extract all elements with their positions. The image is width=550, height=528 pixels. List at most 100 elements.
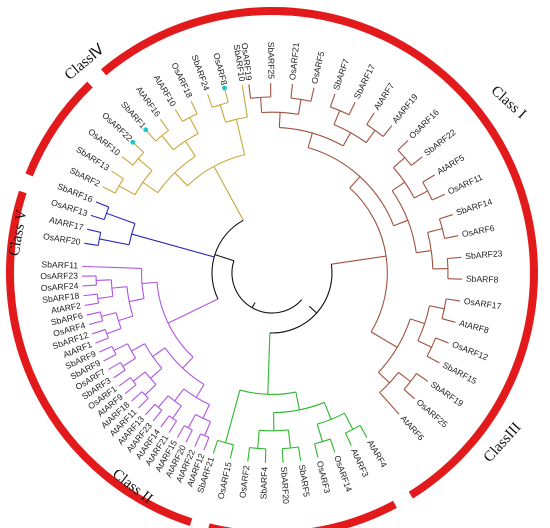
branch-arc	[155, 130, 169, 142]
leaf-label-sbarf18: SbARF18	[42, 291, 80, 305]
leaf-marker	[143, 127, 149, 133]
leaf-markers	[130, 85, 227, 145]
leaf-label-osarf16: OsARF16	[407, 107, 441, 141]
branch-ray	[290, 84, 294, 99]
branch-ray	[213, 166, 244, 221]
branch-ray	[403, 388, 415, 400]
branch-ray	[101, 312, 117, 317]
leaf-label-sbarf2: SbARF2	[68, 165, 102, 189]
branch-ray	[83, 293, 98, 297]
branch-ray	[257, 430, 260, 449]
branch-ray	[131, 233, 215, 258]
branch-arc	[119, 362, 126, 371]
branch-ray	[429, 305, 445, 310]
leaf-label-osarf5: OsARF5	[309, 50, 326, 85]
clade-classiii	[212, 332, 368, 463]
leaf-label-osarf14: OsARF14	[332, 454, 354, 493]
branch-ray	[132, 371, 146, 382]
branch-ray	[366, 112, 375, 125]
branch-ray	[348, 101, 356, 115]
branch-ray	[308, 305, 318, 314]
branch-ray	[202, 404, 210, 419]
branch-arc	[141, 391, 149, 399]
branch-ray	[349, 176, 361, 189]
branch-ray	[393, 157, 406, 168]
branch-ray	[160, 415, 170, 428]
branch-ray	[379, 392, 400, 415]
branch-ray	[416, 250, 432, 254]
clade-class-ii	[82, 265, 219, 451]
leaf-label-atarf19: AtARF19	[390, 92, 420, 126]
branch-ray	[122, 357, 136, 367]
branch-ray	[159, 118, 169, 131]
branch-ray	[378, 372, 390, 384]
leaf-label-osarf23: OsARF23	[40, 271, 78, 282]
branch-arc	[426, 337, 437, 357]
branch-arc	[217, 439, 234, 446]
branch-ray	[370, 331, 398, 348]
tree-branches	[82, 83, 462, 463]
branch-arc	[187, 154, 245, 187]
leaf-label-osarf6: OsARF6	[461, 223, 495, 239]
branch-ray	[248, 84, 252, 99]
branch-ray	[414, 190, 428, 199]
branch-arc	[114, 178, 124, 194]
branch-arc	[144, 343, 163, 369]
branch-ray	[219, 104, 227, 123]
leaf-label-atarf3: AtARF3	[349, 447, 371, 479]
branch-ray	[190, 100, 198, 114]
leaf-marker	[130, 139, 136, 145]
branch-ray	[287, 429, 291, 449]
branch-ray	[427, 228, 443, 233]
branch-ray	[118, 315, 134, 322]
branch-ray	[410, 156, 423, 166]
branch-arc	[182, 113, 198, 122]
branch-ray	[106, 327, 122, 335]
branch-ray	[103, 354, 117, 362]
branch-ray	[131, 343, 145, 352]
branch-ray	[297, 99, 302, 115]
class-label-v: Class V	[7, 208, 31, 257]
leaf-label-sbarf25: SbARF25	[266, 42, 276, 80]
branch-ray	[214, 254, 235, 262]
branch-arc	[96, 294, 100, 304]
branch-ray	[207, 94, 213, 108]
branch-ray	[444, 235, 459, 239]
leaf-label-sbarf24: SbARF24	[190, 53, 212, 92]
class-ring	[6, 7, 538, 528]
branch-ray	[224, 389, 241, 443]
branch-ray	[97, 295, 113, 300]
branch-ray	[95, 337, 109, 344]
branch-ray	[96, 279, 112, 282]
branch-arc	[212, 101, 229, 108]
branch-ray	[416, 373, 429, 382]
branch-ray	[90, 214, 105, 221]
branch-ray	[189, 117, 199, 134]
branch-ray	[82, 265, 142, 269]
branch-ray	[323, 402, 332, 420]
branch-ray	[391, 181, 406, 192]
leaf-label-sbarf22: SbARF22	[422, 127, 458, 158]
branch-ray	[307, 132, 313, 148]
leaf-label-osarf15: OsARF15	[216, 461, 234, 500]
branch-ray	[118, 377, 131, 387]
branch-ray	[446, 298, 461, 302]
branch-ray	[342, 132, 352, 147]
branch-ray	[99, 238, 130, 246]
clade-class-v	[84, 201, 215, 258]
branch-ray	[194, 433, 202, 447]
branch-ray	[145, 130, 157, 142]
clade-class	[102, 85, 248, 221]
leaf-label-sbarf19: SbARF19	[429, 379, 465, 409]
branch-arc	[366, 124, 384, 137]
leaf-label-sbarf4: SbARF4	[258, 466, 269, 499]
branch-ray	[174, 109, 183, 122]
branch-ray	[281, 448, 284, 463]
branch-ray	[174, 388, 185, 402]
branch-arc	[156, 282, 194, 358]
branch-ray	[343, 412, 354, 430]
branch-arc	[317, 412, 345, 425]
ring-segment-2	[208, 500, 397, 528]
branch-arc	[259, 429, 289, 432]
leaf-label-osarf25: OsARF25	[415, 397, 450, 430]
